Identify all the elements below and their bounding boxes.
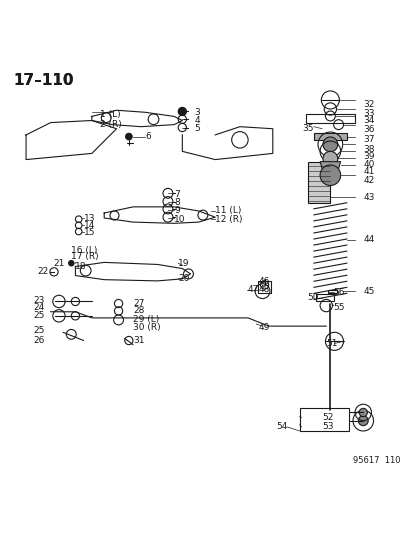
Text: 95617  110: 95617 110 xyxy=(352,456,399,465)
Text: 45: 45 xyxy=(362,287,374,296)
Text: 50: 50 xyxy=(307,293,318,302)
Text: 47: 47 xyxy=(247,286,258,294)
Text: 53: 53 xyxy=(321,422,333,431)
Text: 36: 36 xyxy=(362,125,374,134)
Circle shape xyxy=(358,408,366,417)
Text: 1 (L): 1 (L) xyxy=(100,110,121,119)
Text: 25: 25 xyxy=(33,311,45,320)
Text: 56: 56 xyxy=(333,288,344,297)
Text: 55: 55 xyxy=(333,303,344,312)
Text: 30 (R): 30 (R) xyxy=(133,323,160,332)
Text: 35: 35 xyxy=(301,124,313,133)
Text: 27: 27 xyxy=(133,299,144,308)
Text: 12 (R): 12 (R) xyxy=(215,215,242,224)
Circle shape xyxy=(322,137,337,152)
Text: 31: 31 xyxy=(133,336,144,345)
Text: 40: 40 xyxy=(362,160,374,169)
Polygon shape xyxy=(313,133,346,140)
Text: 15: 15 xyxy=(83,228,95,237)
Text: 10: 10 xyxy=(174,215,185,224)
Circle shape xyxy=(125,133,132,140)
Bar xyxy=(305,115,354,123)
Text: 11 (L): 11 (L) xyxy=(215,206,241,215)
Text: 33: 33 xyxy=(362,109,374,118)
Text: 24: 24 xyxy=(33,303,45,312)
Text: 38: 38 xyxy=(362,145,374,154)
Text: 9: 9 xyxy=(174,206,179,215)
Bar xyxy=(299,408,348,431)
Text: 17–110: 17–110 xyxy=(14,73,74,88)
Text: 39: 39 xyxy=(362,152,374,161)
Text: 54: 54 xyxy=(275,422,287,431)
Text: 44: 44 xyxy=(362,235,374,244)
Text: 14: 14 xyxy=(83,221,95,230)
Text: 26: 26 xyxy=(33,336,45,345)
Text: 8: 8 xyxy=(174,198,179,207)
Circle shape xyxy=(322,151,337,166)
Text: 19: 19 xyxy=(178,259,189,268)
Text: 23: 23 xyxy=(33,296,45,305)
Text: 42: 42 xyxy=(362,176,374,184)
Text: 49: 49 xyxy=(258,323,269,332)
Text: 51: 51 xyxy=(325,339,337,348)
Text: 25: 25 xyxy=(33,326,45,335)
Text: 37: 37 xyxy=(362,135,374,144)
Text: 20: 20 xyxy=(178,274,189,284)
Text: 17–110: 17–110 xyxy=(14,73,74,88)
Bar xyxy=(258,281,270,293)
Text: 7: 7 xyxy=(174,190,179,199)
Text: 2 (R): 2 (R) xyxy=(100,120,121,129)
Text: 48: 48 xyxy=(258,285,269,294)
Circle shape xyxy=(178,107,186,116)
Text: 5: 5 xyxy=(194,124,200,133)
Text: 3: 3 xyxy=(194,108,200,117)
Text: 28: 28 xyxy=(133,306,144,316)
Text: 34: 34 xyxy=(362,116,374,125)
Bar xyxy=(307,161,330,203)
Text: 13: 13 xyxy=(83,214,95,223)
Text: 32: 32 xyxy=(362,100,374,109)
Bar xyxy=(328,290,336,293)
Text: 29 (L): 29 (L) xyxy=(133,316,159,325)
Text: 18: 18 xyxy=(75,262,87,271)
Text: 22: 22 xyxy=(37,267,49,276)
Polygon shape xyxy=(319,161,340,168)
Text: 6: 6 xyxy=(145,133,151,141)
Text: 16 (L): 16 (L) xyxy=(71,246,97,255)
Text: 21: 21 xyxy=(54,259,65,268)
Circle shape xyxy=(68,260,74,266)
Text: 52: 52 xyxy=(321,413,333,422)
Text: 41: 41 xyxy=(362,167,374,176)
Text: 17 (R): 17 (R) xyxy=(71,252,99,261)
Text: 46: 46 xyxy=(258,277,269,286)
Circle shape xyxy=(358,416,367,426)
Bar xyxy=(315,294,334,302)
Text: 43: 43 xyxy=(362,193,374,202)
Text: 4: 4 xyxy=(194,116,200,125)
Circle shape xyxy=(319,165,340,185)
